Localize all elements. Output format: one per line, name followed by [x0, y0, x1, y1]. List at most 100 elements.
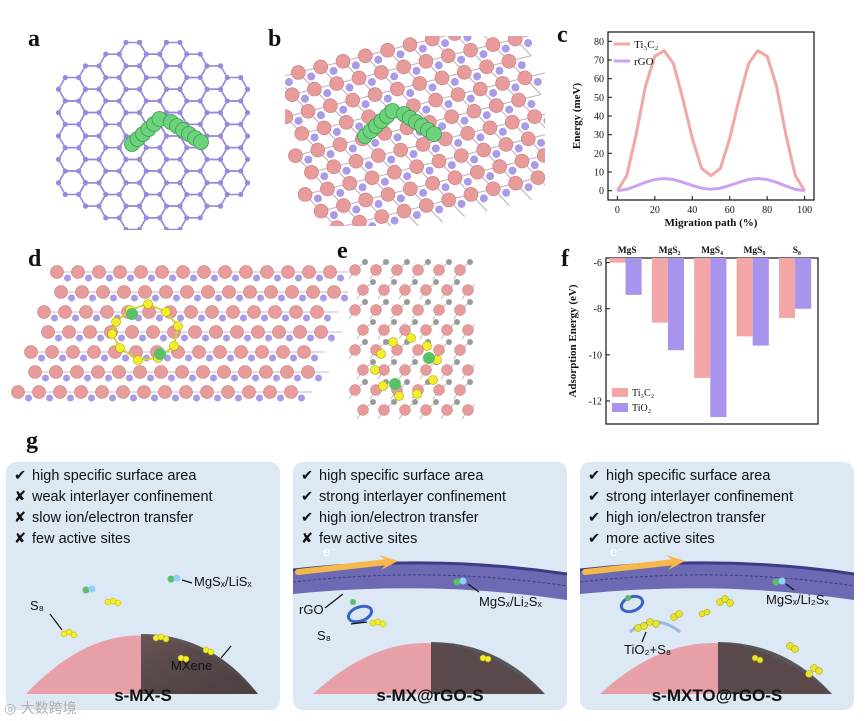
c-atom: [450, 77, 459, 86]
y-tick-label: 50: [594, 93, 604, 104]
ti-atom: [390, 81, 405, 97]
c-atom: [299, 294, 306, 302]
category-label: MgS₄: [701, 246, 723, 256]
ti-atom: [116, 385, 130, 399]
c-atom: [390, 216, 399, 225]
c-atom: [316, 274, 323, 282]
c-atom: [419, 188, 428, 197]
ti-atom: [92, 265, 106, 279]
c-atom: [101, 354, 108, 362]
c-atom: [444, 100, 453, 109]
lattice-atom: [123, 40, 129, 46]
ti-atom: [285, 109, 294, 125]
c-atom: [185, 354, 192, 362]
c-atom: [412, 66, 421, 75]
c-atom: [202, 334, 209, 342]
panel-label-c: c: [557, 22, 568, 48]
ti-atom: [45, 345, 59, 359]
c-atom: [422, 105, 431, 114]
c-atom: [147, 374, 154, 382]
ti-atom: [133, 365, 147, 379]
scheme-illustration-mx-rgo: [293, 555, 567, 694]
c-atom: [211, 274, 218, 282]
lattice-atom: [123, 86, 129, 92]
c-atom: [76, 334, 83, 342]
lattice-atom: [123, 180, 129, 186]
ti-atom: [192, 345, 206, 359]
c-atom: [89, 294, 96, 302]
lattice-atom: [184, 191, 190, 198]
ti-atom: [482, 120, 498, 136]
scheme-panel-mx: ✔ high specific surface area ✘ weak interl…: [6, 462, 280, 710]
ti-atom: [402, 37, 418, 52]
c-atom: [323, 89, 332, 98]
c-atom: [463, 177, 472, 186]
c-atom: [214, 394, 221, 402]
lattice-atom: [55, 110, 62, 116]
ti-atom: [247, 305, 261, 319]
ti-atom: [339, 115, 354, 130]
ti-atom: [146, 325, 160, 339]
c-atom: [193, 394, 200, 402]
c-atom: [42, 374, 49, 382]
lattice-atom: [157, 51, 163, 57]
c-atom: [355, 122, 364, 131]
c-atom: [371, 138, 380, 147]
ti-atom: [113, 265, 127, 279]
lattice-atom: [96, 110, 102, 116]
bar: [778, 258, 796, 318]
c-atom: [63, 374, 70, 382]
scheme-panel-mxto-rgo: ✔ high specific surface area ✔ strong inte…: [580, 462, 854, 710]
o-atom: [467, 299, 473, 305]
c-atom: [337, 274, 344, 282]
ti-atom: [184, 305, 198, 319]
ti-atom: [412, 304, 424, 316]
panel-label-d: d: [28, 246, 42, 272]
c-atom: [294, 374, 301, 382]
mg-atom: [389, 378, 401, 390]
lattice-atom: [217, 203, 224, 209]
lattice-atom: [136, 63, 143, 69]
ti-atom: [222, 285, 236, 299]
ti-atom: [352, 214, 367, 226]
ti-atom: [517, 70, 533, 86]
ti-atom: [154, 365, 168, 379]
ti-atom: [349, 304, 361, 316]
c-atom: [274, 274, 281, 282]
lattice-atom: [116, 168, 122, 174]
c-atom: [169, 274, 176, 282]
c-atom: [177, 314, 184, 322]
ti-atom: [323, 98, 338, 114]
ti-atom: [307, 225, 323, 226]
lattice-atom: [184, 145, 190, 151]
c-atom: [190, 274, 197, 282]
c-atom: [460, 116, 469, 125]
ti-atom: [293, 325, 307, 339]
o-atom: [425, 259, 431, 265]
ti-atom: [112, 365, 126, 379]
ti3c2-slab: [285, 36, 545, 226]
lattice-atom: [123, 203, 129, 209]
o-atom: [467, 379, 473, 385]
c-atom: [329, 66, 338, 75]
c-atom: [326, 150, 335, 159]
lattice-atom: [184, 215, 190, 221]
c-atom: [435, 205, 444, 214]
o-atom: [391, 359, 397, 365]
c-atom: [67, 394, 74, 402]
ti-atom: [462, 284, 474, 296]
lattice-atom: [204, 63, 210, 69]
c-atom: [336, 188, 345, 197]
ti-atom: [230, 325, 244, 339]
ti-atom: [200, 385, 214, 399]
bullet-mx-2: ✘ weak interlayer confinement: [14, 489, 213, 505]
ti-atom: [242, 385, 256, 399]
ti-atom: [134, 265, 148, 279]
ti-atom: [357, 404, 369, 416]
lattice-atom: [136, 40, 143, 46]
c-atom: [93, 314, 100, 322]
lattice-atom: [143, 168, 149, 174]
ti-atom: [327, 285, 341, 299]
y-tick-label: -8: [594, 304, 602, 315]
system-name-mx: s-MX-S: [114, 686, 172, 705]
